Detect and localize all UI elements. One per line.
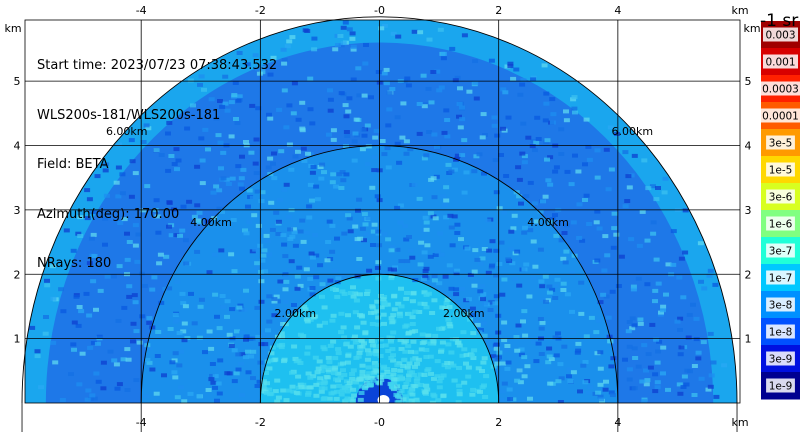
colorbar-label: 3e-7 <box>769 246 793 258</box>
ring-label: 6.00km <box>106 125 148 138</box>
plot-frame <box>24 19 741 404</box>
y-tick-label-right: 5 <box>745 75 752 88</box>
colorbar-label-bg <box>766 378 795 393</box>
unit-label-km: km <box>4 22 21 35</box>
colorbar-label-bg <box>766 162 795 177</box>
range-ring-2km <box>259 273 500 404</box>
colorbar-label-bg <box>766 243 795 258</box>
y-tick-label-left: 1 <box>14 333 21 346</box>
colorbar-label-bg <box>763 54 798 69</box>
colorbar-label-bg <box>766 270 795 285</box>
nrays-text: NRays: 180 <box>37 256 112 271</box>
colorbar-label: 1e-5 <box>769 165 793 177</box>
y-tick-label-left: 2 <box>14 268 21 281</box>
colorbar-label-bg <box>766 297 795 312</box>
y-tick-label-left: 5 <box>14 75 21 88</box>
scan-info-block: Start time: 2023/07/23 07:38:43.532 WLS2… <box>37 25 277 289</box>
instrument-text: WLS200s-181/WLS200s-181 <box>37 107 221 123</box>
x-tick-label-top: 4 <box>614 4 621 17</box>
range-ring-4km <box>140 145 619 404</box>
origin-blank <box>377 395 390 403</box>
colorbar-label: 1e-7 <box>769 273 793 285</box>
start-time-text: Start time: 2023/07/23 07:38:43.532 <box>37 58 278 73</box>
y-tick-label-left: 4 <box>14 140 21 153</box>
ring-label: 6.00km <box>612 125 654 138</box>
unit-label-km: km <box>731 416 748 429</box>
azimuth-text: Azimuth(deg): 170.00 <box>37 206 180 222</box>
colorbar-label-bg <box>763 27 798 42</box>
colorbar-title: -1 sr <box>760 11 798 31</box>
range-ring-6km <box>21 16 738 404</box>
colorbar-label: 3e-8 <box>769 300 793 312</box>
colorbar-label-bg <box>766 324 795 339</box>
colorbar-label-bg <box>766 189 795 204</box>
colorbar-label-bg <box>759 81 800 96</box>
colorbar-label-bg <box>766 135 795 150</box>
field-text: Field: BETA <box>37 157 109 172</box>
y-tick-label-right: 1 <box>745 333 752 346</box>
colorbar-label: 0.001 <box>765 57 795 69</box>
colorbar-label: 0.0001 <box>762 111 799 123</box>
x-tick-label-top: -4 <box>136 4 147 17</box>
x-tick-label-top: -0 <box>374 4 385 17</box>
x-tick-label-top: 2 <box>495 4 502 17</box>
ring-label: 2.00km <box>274 307 316 320</box>
axes: -4 -4 -2 -2 -0 -0 2 2 4 4 1 1 2 2 3 3 4 4 5 5 km km km km <box>4 4 760 429</box>
x-tick-label-bottom: 2 <box>495 416 502 429</box>
ring-label: 4.00km <box>527 216 569 229</box>
colorbar-label: 0.0003 <box>762 84 799 96</box>
colorbar-label: 1e-9 <box>769 381 793 393</box>
ring-label: 2.00km <box>443 307 485 320</box>
y-tick-label-right: 3 <box>745 204 752 217</box>
x-tick-label-top: -2 <box>255 4 266 17</box>
colorbar: 0.003 0.001 0.0003 0.0001 3e-5 1e-5 3e-6 1e-6 3e… <box>759 11 800 400</box>
colorbar-label-bg <box>766 216 795 231</box>
colorbar-label-bg <box>759 108 800 123</box>
colorbar-label: 3e-5 <box>769 138 793 150</box>
colorbar-label-bg <box>766 351 795 366</box>
unit-label-km: km <box>731 4 748 17</box>
x-tick-label-bottom: 4 <box>614 416 621 429</box>
y-tick-label-right: 4 <box>745 140 752 153</box>
x-tick-label-bottom: -2 <box>255 416 266 429</box>
colorbar-label: 1e-6 <box>769 219 793 231</box>
x-tick-label-bottom: -0 <box>374 416 385 429</box>
y-tick-label-left: 3 <box>14 204 21 217</box>
ring-label: 4.00km <box>190 216 232 229</box>
unit-label-km: km <box>743 22 760 35</box>
x-tick-label-bottom: -4 <box>136 416 147 429</box>
colorbar-label: 3e-6 <box>769 192 793 204</box>
y-tick-label-right: 2 <box>745 268 752 281</box>
range-rings: 2.00km 2.00km 4.00km 4.00km 6.00km 6.00km <box>21 16 738 432</box>
colorbar-label: 3e-9 <box>769 354 793 366</box>
colorbar-label: 1e-8 <box>769 327 793 339</box>
colorbar-label: 0.003 <box>765 30 795 42</box>
